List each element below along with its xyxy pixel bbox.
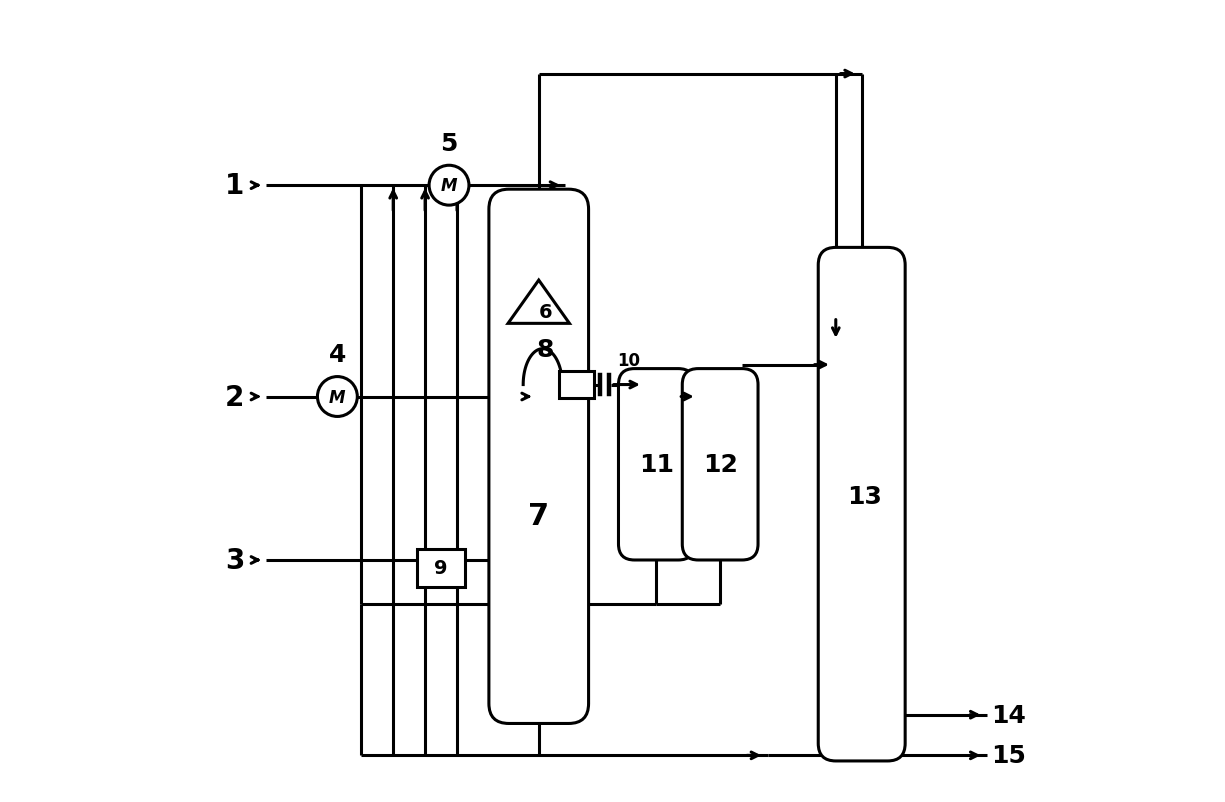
FancyBboxPatch shape (682, 369, 758, 561)
FancyBboxPatch shape (818, 248, 905, 761)
FancyBboxPatch shape (559, 371, 594, 399)
Text: 2: 2 (224, 383, 244, 411)
Polygon shape (508, 281, 570, 324)
Text: 6: 6 (538, 303, 552, 322)
Text: 8: 8 (537, 338, 554, 362)
FancyBboxPatch shape (417, 549, 466, 587)
Text: 9: 9 (435, 559, 448, 577)
Text: 12: 12 (703, 453, 737, 476)
Text: M: M (441, 177, 457, 195)
Text: 10: 10 (617, 351, 641, 369)
Text: M: M (330, 388, 345, 406)
Text: 11: 11 (639, 453, 674, 476)
Text: 13: 13 (848, 484, 882, 508)
Text: 4: 4 (328, 342, 347, 367)
FancyBboxPatch shape (489, 190, 588, 723)
Text: 3: 3 (224, 546, 244, 574)
Circle shape (429, 166, 469, 206)
Text: 1: 1 (225, 172, 244, 200)
Text: 7: 7 (528, 501, 549, 530)
Text: 14: 14 (991, 703, 1027, 727)
Text: 5: 5 (440, 132, 458, 156)
FancyBboxPatch shape (619, 369, 695, 561)
Circle shape (317, 377, 358, 417)
Text: 15: 15 (991, 743, 1027, 768)
